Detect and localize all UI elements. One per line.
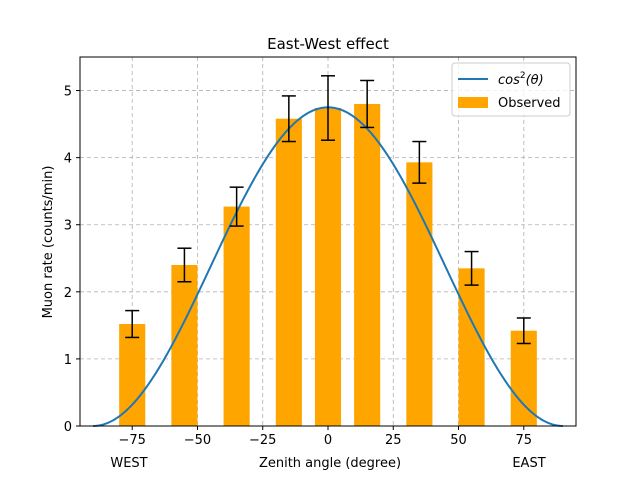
chart-title: East-West effect	[267, 35, 389, 53]
x-tick-label: 0	[324, 433, 332, 448]
x-tick-label: −50	[184, 433, 211, 448]
y-tick-label: 5	[64, 85, 72, 100]
bar	[275, 118, 302, 426]
y-tick-label: 3	[64, 219, 72, 234]
bar	[314, 107, 342, 427]
bar	[223, 206, 250, 426]
legend-line-label-sup: 2	[520, 71, 526, 81]
x-tick-label: 25	[385, 433, 402, 448]
bar	[354, 103, 381, 427]
bar	[458, 268, 485, 426]
bars	[119, 103, 537, 427]
bar	[171, 264, 198, 426]
error-bars	[125, 75, 531, 345]
y-tick-label: 4	[64, 152, 72, 167]
x-tick-label: 50	[450, 433, 467, 448]
west-label: WEST	[110, 456, 147, 471]
legend-line-label-base: cos	[498, 73, 520, 88]
legend-bar-label: Observed	[498, 96, 561, 111]
bar	[510, 330, 537, 426]
x-tick-label: 75	[516, 433, 533, 448]
east-label: EAST	[512, 456, 545, 471]
x-tick-label: −75	[118, 433, 145, 448]
x-axis-label: Zenith angle (degree)	[259, 456, 401, 471]
bar	[119, 324, 146, 426]
y-tick-label: 0	[64, 420, 72, 435]
legend-line-label-rest: (θ)	[526, 73, 544, 88]
legend: cos2(θ) Observed	[451, 62, 571, 117]
y-tick-label: 1	[64, 353, 72, 368]
bar	[406, 162, 433, 426]
legend-bar-swatch	[458, 97, 488, 108]
y-axis-label: Muon rate (counts/min)	[41, 166, 56, 319]
x-tick-label: −25	[249, 433, 276, 448]
ticks: −75 −50 −25 0 25 50 75 0 1 2 3 4 5	[64, 85, 532, 448]
y-tick-label: 2	[64, 286, 72, 301]
legend-line-label: cos2(θ)	[498, 71, 544, 88]
